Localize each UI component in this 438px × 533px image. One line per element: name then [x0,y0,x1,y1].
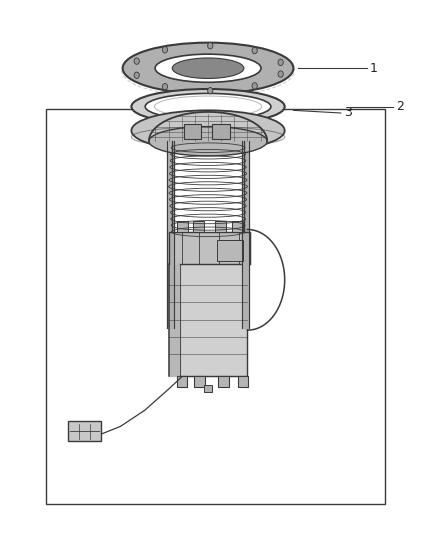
Polygon shape [149,112,267,141]
Ellipse shape [162,84,168,90]
FancyBboxPatch shape [232,221,243,232]
Ellipse shape [278,71,283,77]
Text: 3: 3 [344,107,352,119]
FancyBboxPatch shape [68,421,101,441]
Ellipse shape [149,126,267,156]
Ellipse shape [131,89,285,124]
FancyBboxPatch shape [194,376,205,387]
FancyBboxPatch shape [177,376,187,387]
Ellipse shape [131,110,285,151]
FancyBboxPatch shape [204,385,212,392]
Bar [46,109,385,504]
Text: 1: 1 [370,62,378,75]
Ellipse shape [172,58,244,78]
Ellipse shape [134,58,139,64]
FancyBboxPatch shape [212,124,230,139]
Ellipse shape [252,47,257,54]
Ellipse shape [278,59,283,66]
Ellipse shape [252,83,257,89]
FancyBboxPatch shape [215,221,226,232]
Ellipse shape [134,72,139,78]
FancyBboxPatch shape [217,240,243,261]
FancyBboxPatch shape [218,376,229,387]
FancyBboxPatch shape [238,376,248,387]
Ellipse shape [208,43,213,49]
Ellipse shape [145,93,271,120]
FancyBboxPatch shape [193,221,204,232]
Ellipse shape [162,46,168,53]
FancyBboxPatch shape [177,221,188,232]
Ellipse shape [155,54,261,82]
Ellipse shape [208,87,213,94]
FancyBboxPatch shape [184,124,201,139]
Text: 2: 2 [396,100,404,113]
Ellipse shape [123,43,293,94]
